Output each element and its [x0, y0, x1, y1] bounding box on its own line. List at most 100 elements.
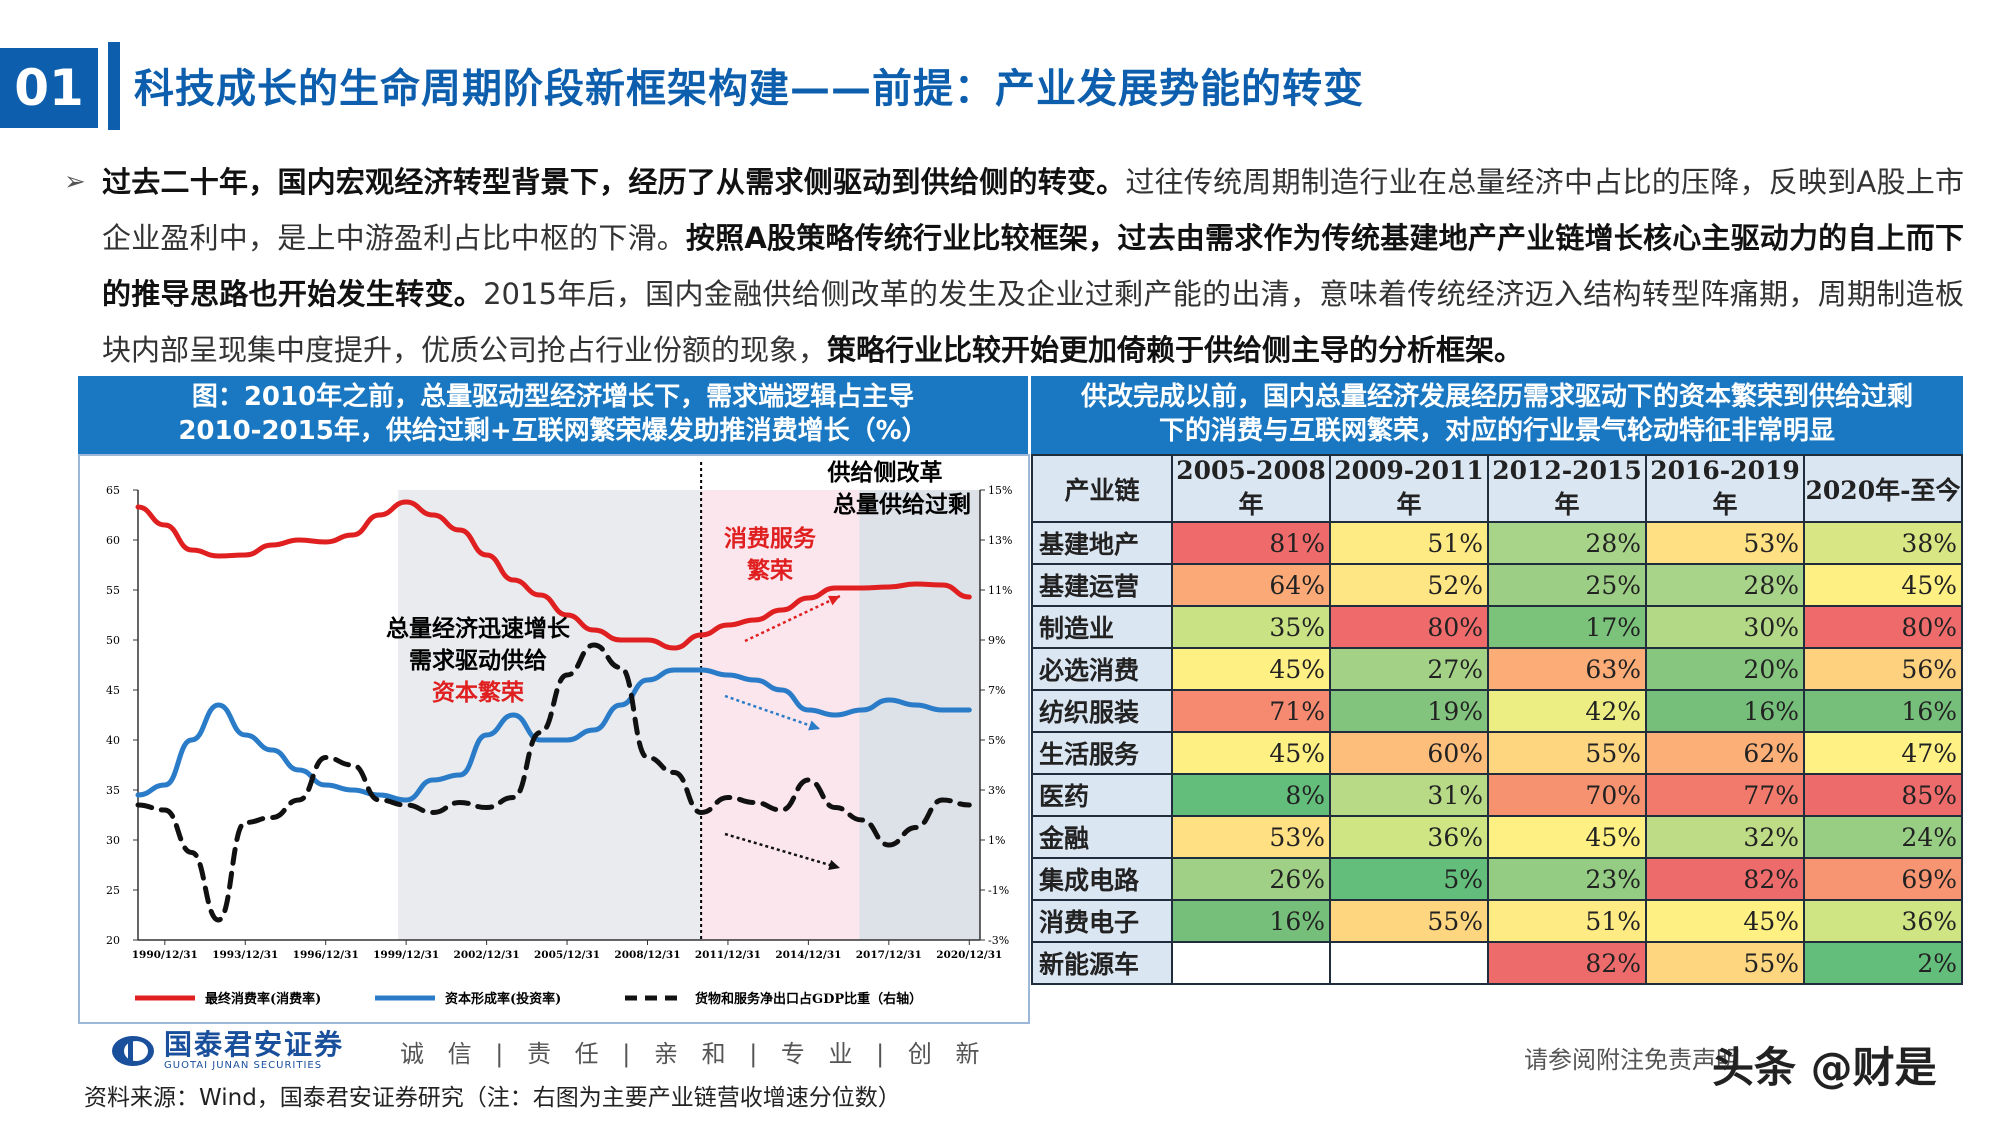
series-line-2 [135, 667, 972, 803]
x-tick-label: 2011/12/31 [695, 949, 761, 961]
industry-name-cell: 医药 [1031, 773, 1173, 817]
trend-arrow-netexport [724, 832, 841, 870]
annotation-supply-reform: 供给侧改革 [827, 459, 943, 486]
table-row: 必选消费 45% 27% 63% 20% 56% [1031, 647, 1963, 691]
percentile-cell: 55% [1645, 941, 1805, 985]
percentile-cell: 55% [1329, 899, 1489, 943]
percentile-cell: 5% [1329, 857, 1489, 901]
y-left-tick-label: 60 [106, 534, 120, 547]
table-title-line2: 下的消费与互联网繁荣，对应的行业景气轮动特征非常明显 [1158, 416, 1835, 446]
table-header-row: 产业链 2005-2008年 2009-2011年 2012-2015年 2016-20… [1031, 454, 1963, 523]
percentile-cell: 63% [1487, 647, 1647, 691]
table-panel-title: 供改完成以前，国内总量经济发展经历需求驱动下的资本繁荣到供给过剩 下的消费与互联… [1031, 376, 1963, 454]
trend-arrow-netexport-head [828, 859, 840, 870]
y-left-tick-label: 65 [106, 484, 120, 497]
y-left-tick-label: 25 [106, 884, 120, 897]
table-row: 金融 53% 36% 45% 32% 24% [1031, 815, 1963, 859]
percentile-cell: 45% [1171, 731, 1331, 775]
y-right-tick-label: 9% [988, 634, 1005, 647]
x-tick-label: 1993/12/31 [212, 949, 278, 961]
percentile-cell: 36% [1803, 899, 1963, 943]
percentile-cell: 2% [1803, 941, 1963, 985]
annotation-consumption: 消费服务 [724, 525, 817, 552]
percentile-cell: 77% [1645, 773, 1805, 817]
percentile-cell: 71% [1171, 689, 1331, 733]
percentile-cell: 53% [1645, 521, 1805, 565]
table-header-period: 2005-2008年 [1171, 454, 1331, 523]
chart-title-line1: 图：2010年之前，总量驱动型经济增长下，需求端逻辑占主导 [191, 382, 915, 412]
percentile-cell: 60% [1329, 731, 1489, 775]
y-left-tick-label: 55 [106, 584, 120, 597]
logo-mark-icon [112, 1035, 154, 1066]
y-right-tick-label: 7% [988, 684, 1005, 697]
industry-name-cell: 集成电路 [1031, 857, 1173, 901]
body-paragraph: ➢ 过去二十年，国内宏观经济转型背景下，经历了从需求侧驱动到供给侧的转变。过往传… [64, 154, 1964, 378]
legend-label-3: 货物和服务净出口占GDP比重（右轴） [695, 991, 922, 1007]
y-left-tick-label: 35 [106, 784, 120, 797]
percentile-cell: 53% [1171, 815, 1331, 859]
trend-arrow-investment [724, 694, 821, 731]
chart-panel-title: 图：2010年之前，总量驱动型经济增长下，需求端逻辑占主导 2010-2015年… [78, 376, 1028, 454]
table-header-period: 2009-2011年 [1329, 454, 1489, 523]
percentile-cell: 26% [1171, 857, 1331, 901]
percentile-cell: 69% [1803, 857, 1963, 901]
industry-name-cell: 消费电子 [1031, 899, 1173, 943]
percentile-cell: 35% [1171, 605, 1331, 649]
table-row: 制造业 35% 80% 17% 30% 80% [1031, 605, 1963, 649]
series-line-3 [135, 642, 972, 923]
table-header-period: 2012-2015年 [1487, 454, 1647, 523]
y-right-tick-label: -3% [988, 934, 1009, 947]
legend-label-1: 最终消费率(消费率) [205, 991, 321, 1007]
x-tick-label: 2014/12/31 [775, 949, 841, 961]
annotation-prosperity: 繁荣 [747, 557, 793, 584]
table-row: 集成电路 26% 5% 23% 82% 69% [1031, 857, 1963, 901]
percentile-cell: 8% [1171, 773, 1331, 817]
percentile-cell: 52% [1329, 563, 1489, 607]
percentile-cell: 16% [1645, 689, 1805, 733]
body-text-2: 2015年后，国内金融供给侧改革的发生及企业过剩产能的出清，意味着传统经济迈入结… [102, 277, 1964, 367]
industry-table-panel: 产业链 2005-2008年 2009-2011年 2012-2015年 2016-20… [1031, 454, 1963, 985]
percentile-cell: 27% [1329, 647, 1489, 691]
industry-name-cell: 制造业 [1031, 605, 1173, 649]
industry-heatmap-table: 产业链 2005-2008年 2009-2011年 2012-2015年 2016-20… [1031, 454, 1963, 985]
logo-english-name: GUOTAI JUNAN SECURITIES [164, 1060, 323, 1071]
annotation-macro-growth: 总量经济迅速增长 [386, 615, 571, 642]
percentile-cell: 25% [1487, 563, 1647, 607]
percentile-cell: 81% [1171, 521, 1331, 565]
x-tick-label: 2002/12/31 [454, 949, 520, 961]
percentile-cell: 80% [1329, 605, 1489, 649]
disclaimer-note: 请参阅附注免责声明 [1524, 1046, 1740, 1074]
y-left-tick-label: 45 [106, 684, 120, 697]
body-bold-3: 策略行业比较开始更加倚赖于供给侧主导的分析框架。 [827, 333, 1524, 367]
industry-name-cell: 金融 [1031, 815, 1173, 859]
annotation-supply-excess: 总量供给过剩 [833, 491, 971, 518]
table-row: 医药 8% 31% 70% 77% 85% [1031, 773, 1963, 817]
percentile-cell: 45% [1645, 899, 1805, 943]
watermark: 头条 @财是 [1712, 1043, 1937, 1092]
x-tick-label: 2020/12/31 [936, 949, 1002, 961]
y-right-tick-label: -1% [988, 884, 1009, 897]
trend-arrow-investment-head [808, 720, 820, 731]
percentile-cell: 62% [1645, 731, 1805, 775]
percentile-cell: 82% [1487, 941, 1647, 985]
percentile-cell [1329, 941, 1489, 985]
percentile-cell: 17% [1487, 605, 1647, 649]
y-right-tick-label: 13% [988, 534, 1012, 547]
percentile-cell: 19% [1329, 689, 1489, 733]
percentile-cell: 51% [1487, 899, 1647, 943]
percentile-cell: 38% [1803, 521, 1963, 565]
table-row: 纺织服装 71% 19% 42% 16% 16% [1031, 689, 1963, 733]
industry-name-cell: 纺织服装 [1031, 689, 1173, 733]
body-text-1: 过往传统周期制造行业在总量经济中占比的压降，反映到A股上市企业盈利中，是上中游盈… [102, 165, 1964, 255]
x-tick-label: 2005/12/31 [534, 949, 600, 961]
table-row: 生活服务 45% 60% 55% 62% 47% [1031, 731, 1963, 775]
percentile-cell: 31% [1329, 773, 1489, 817]
header-accent-bar [108, 42, 120, 130]
chart-title-line2: 2010-2015年，供给过剩+互联网繁荣爆发助推消费增长（%） [178, 416, 928, 446]
y-left-tick-label: 40 [106, 734, 120, 747]
legend-label-2: 资本形成率(投资率) [445, 991, 561, 1007]
percentile-cell: 42% [1487, 689, 1647, 733]
y-left-tick-label: 50 [106, 634, 120, 647]
percentile-cell: 24% [1803, 815, 1963, 859]
percentile-cell: 70% [1487, 773, 1647, 817]
